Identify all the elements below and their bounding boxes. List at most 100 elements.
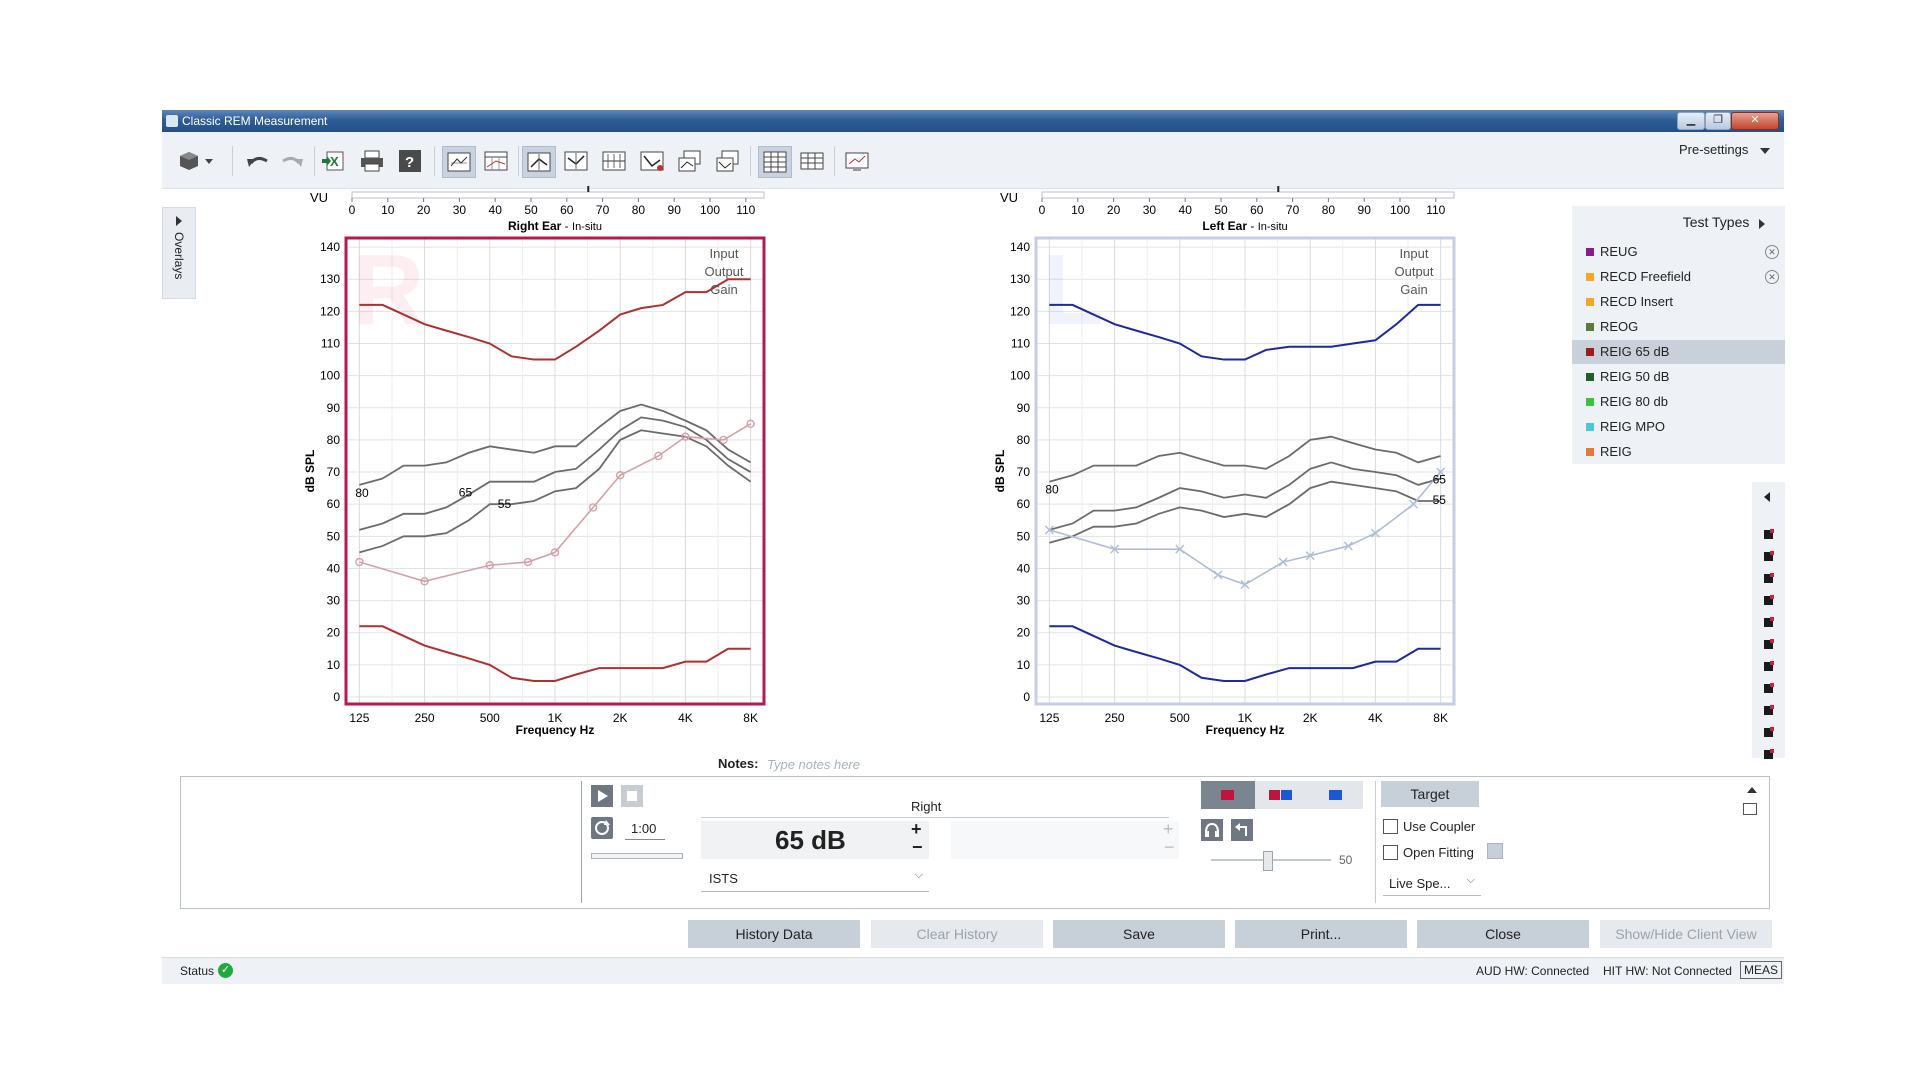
- target-button[interactable]: Target: [1381, 781, 1479, 807]
- curve-label-80: 80: [355, 486, 369, 500]
- series-line: [359, 403, 752, 486]
- restore-button[interactable]: ❐: [1705, 112, 1731, 130]
- test-type-item[interactable]: RECD Insert: [1572, 290, 1785, 314]
- detach-window-icon[interactable]: [1743, 803, 1757, 815]
- vu-tick-label: 60: [560, 203, 574, 217]
- save-button[interactable]: Save: [1053, 920, 1225, 948]
- overlays-tab[interactable]: Overlays: [162, 207, 196, 299]
- remove-icon[interactable]: ✕: [1765, 245, 1779, 259]
- curve-down-icon: [564, 151, 588, 171]
- curve-label-55: 55: [498, 497, 512, 511]
- curve-mode-5-button[interactable]: [674, 146, 706, 176]
- play-button[interactable]: [591, 785, 613, 807]
- test-type-item[interactable]: REUG ✕: [1572, 240, 1785, 264]
- redo-button[interactable]: [276, 146, 308, 176]
- export-excel-button[interactable]: X: [318, 146, 350, 176]
- view-single-graph-button[interactable]: [442, 146, 476, 178]
- open-fitting-settings-icon[interactable]: [1487, 843, 1503, 859]
- curve-toggle-icon[interactable]: [1764, 727, 1774, 737]
- status-label: Status: [180, 964, 215, 978]
- reset-button[interactable]: [1231, 819, 1253, 841]
- test-type-item[interactable]: REOG: [1572, 315, 1785, 339]
- live-speech-select[interactable]: Live Spe... ⌵: [1383, 873, 1481, 896]
- curve-toggle-icon[interactable]: [1764, 749, 1774, 759]
- curve-mode-4-button[interactable]: [636, 146, 668, 176]
- loop-button[interactable]: [591, 817, 613, 839]
- collapse-up-icon[interactable]: [1747, 787, 1757, 793]
- table-view-button[interactable]: [796, 146, 828, 176]
- view-table-graph-button[interactable]: [480, 146, 512, 176]
- target-point: [1110, 544, 1120, 554]
- print-toolbar-button[interactable]: [356, 146, 388, 176]
- ear-right-option[interactable]: [1201, 781, 1255, 809]
- secondary-decrease-button[interactable]: −: [1164, 837, 1175, 857]
- presettings-dropdown[interactable]: Pre-settings: [1679, 142, 1770, 157]
- test-type-item[interactable]: RECD Freefield ✕: [1572, 265, 1785, 289]
- test-type-item[interactable]: REIG 65 dB: [1572, 340, 1785, 364]
- close-button[interactable]: Close: [1417, 920, 1589, 948]
- test-type-item[interactable]: REIG MPO: [1572, 415, 1785, 439]
- volume-slider-thumb[interactable]: [1263, 851, 1273, 871]
- curve-toggle-icon[interactable]: [1764, 639, 1774, 649]
- grid-view-button[interactable]: [758, 146, 792, 178]
- curve-toggle-icon[interactable]: [1764, 683, 1774, 693]
- help-button[interactable]: ?: [394, 146, 426, 176]
- use-coupler-checkbox[interactable]: [1383, 819, 1398, 834]
- use-coupler-label: Use Coupler: [1403, 819, 1476, 834]
- curve-mode-2-button[interactable]: [560, 146, 592, 176]
- ear-title-sep: -: [561, 219, 572, 233]
- vu-tick-label: 90: [1358, 203, 1372, 217]
- signal-select[interactable]: ISTS ⌵: [701, 867, 929, 892]
- ear-both-option[interactable]: [1255, 781, 1309, 809]
- secondary-increase-button[interactable]: +: [1163, 819, 1174, 839]
- level-decrease-button[interactable]: −: [912, 837, 923, 857]
- target-point: [1278, 557, 1288, 567]
- collapse-left-icon[interactable]: [1764, 492, 1770, 502]
- curve-color-dot: [1770, 617, 1774, 621]
- duration-value[interactable]: 1:00: [631, 821, 657, 836]
- y-tick-label: 50: [1017, 529, 1031, 543]
- minimize-button[interactable]: ▁: [1677, 112, 1705, 130]
- level-display: 65 dB + −: [701, 819, 929, 859]
- x-tick-label: 2K: [1303, 711, 1318, 725]
- chevron-right-icon: [176, 216, 182, 226]
- test-type-item[interactable]: REIG 50 dB: [1572, 365, 1785, 389]
- test-type-item[interactable]: REIG: [1572, 440, 1785, 464]
- curve-toggle-icon[interactable]: [1764, 617, 1774, 627]
- undo-button[interactable]: [242, 146, 274, 176]
- close-window-button[interactable]: ✕: [1731, 112, 1779, 130]
- curve-toggle-icon[interactable]: [1764, 705, 1774, 715]
- history-data-button[interactable]: History Data: [688, 920, 860, 948]
- headphone-button[interactable]: [1201, 819, 1223, 841]
- stop-button[interactable]: [621, 785, 643, 807]
- cube-menu-button[interactable]: [176, 146, 222, 176]
- curve-mode-6-button[interactable]: [712, 146, 744, 176]
- y-tick-label: 60: [1017, 497, 1031, 511]
- ear-left-option[interactable]: [1309, 781, 1363, 809]
- plot-frame: [344, 236, 766, 706]
- x-tick-label: 4K: [1368, 711, 1383, 725]
- curve-toggle-icon[interactable]: [1764, 529, 1774, 539]
- client-display-button[interactable]: [842, 146, 874, 176]
- vu-tick-label: 80: [632, 203, 646, 217]
- open-fitting-checkbox[interactable]: [1383, 845, 1398, 860]
- test-types-title: Test Types: [1682, 214, 1750, 230]
- curve-toggle-icon[interactable]: [1764, 551, 1774, 561]
- y-tick-label: 120: [1010, 304, 1030, 318]
- remove-icon[interactable]: ✕: [1765, 270, 1779, 284]
- clear-history-button[interactable]: Clear History: [871, 920, 1043, 948]
- curve-mode-1-button[interactable]: [522, 146, 556, 178]
- test-type-item[interactable]: REIG 80 db: [1572, 390, 1785, 414]
- curve-toggle-icon[interactable]: [1764, 573, 1774, 583]
- curve-toggle-icon[interactable]: [1764, 595, 1774, 605]
- show-hide-client-view-button[interactable]: Show/Hide Client View: [1600, 920, 1772, 948]
- print-button[interactable]: Print...: [1235, 920, 1407, 948]
- curve-toggle-icon[interactable]: [1764, 661, 1774, 671]
- notes-input[interactable]: Type notes here: [767, 757, 860, 772]
- curve-mode-3-button[interactable]: [598, 146, 630, 176]
- level-increase-button[interactable]: +: [911, 819, 922, 839]
- ear-title-mode: In-situ: [572, 221, 602, 233]
- meas-indicator: MEAS: [1740, 961, 1783, 979]
- test-types-header[interactable]: Test Types: [1683, 214, 1765, 230]
- cube-icon: [180, 152, 213, 170]
